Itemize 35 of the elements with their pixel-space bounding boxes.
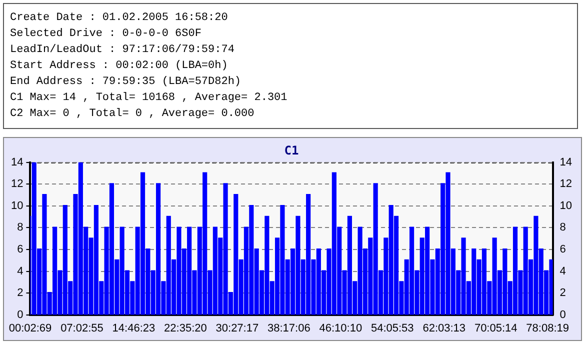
y-tick-label: 12 (10, 178, 24, 190)
x-tick-label: 14:46:23 (112, 322, 156, 334)
text: LeadIn/LeadOut : 97:17:06/79:59:74 (10, 43, 236, 58)
x-tick-label: 46:10:10 (319, 322, 362, 334)
y-tick-label: 14 (10, 156, 24, 168)
y-tick-label: 4 (17, 265, 24, 278)
text: Selected Drive : 0-0-0-0 6S0F (10, 27, 202, 42)
y2-tick-label: 4 (560, 265, 566, 278)
y2-tick-label: 6 (560, 244, 566, 256)
x-tick-label: 62:03:13 (422, 322, 466, 334)
x-tick-label: 70:05:14 (474, 322, 518, 334)
x-tick-label: 07:02:55 (60, 322, 104, 334)
text: C2 Max= 0 , Total= 0 , Average= 0.000 (10, 107, 256, 122)
y2-tick-label: 2 (560, 287, 566, 300)
x-tick-label: 54:05:53 (370, 322, 414, 334)
y2-tick-label: 10 (560, 200, 572, 212)
y-tick-label: 10 (10, 200, 24, 212)
y2-tick-label: 0 (560, 308, 566, 321)
chart-title: C1 (284, 143, 299, 158)
y-tick-label: 0 (17, 308, 24, 321)
text: End Address : 79:59:35 (LBA=57D82h) (10, 75, 242, 90)
text: Start Address : 00:02:00 (LBA=0h) (10, 59, 229, 74)
text: C1 Max= 14 , Total= 10168 , Average= 2.301 (10, 91, 288, 106)
x-tick-label: 38:17:06 (268, 322, 310, 334)
text: Create Date : 01.02.2005 16:58:20 (10, 11, 229, 26)
y-tick-label: 6 (17, 244, 24, 256)
x-tick-label: 00:02:69 (8, 322, 52, 334)
y2-tick-label: 14 (560, 156, 572, 168)
y2-tick-label: 12 (560, 178, 572, 190)
y-tick-label: 2 (17, 287, 24, 300)
x-tick-label: 30:27:17 (216, 322, 259, 334)
y2-tick-label: 8 (560, 222, 566, 234)
x-tick-label: 78:08:19 (526, 322, 570, 334)
y-tick-label: 8 (17, 222, 24, 234)
x-tick-label: 22:35:20 (164, 322, 207, 334)
